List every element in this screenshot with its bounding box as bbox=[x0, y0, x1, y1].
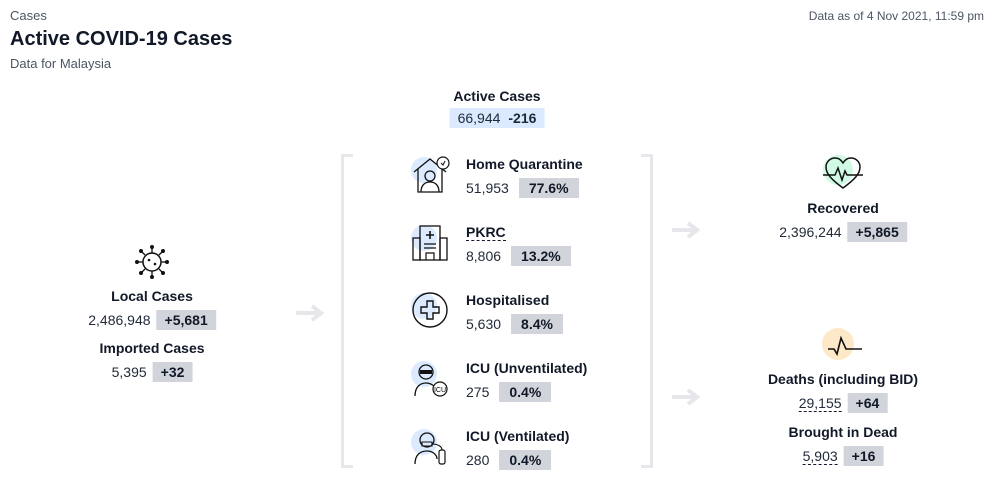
arrow-right-icon bbox=[672, 221, 700, 239]
page-title: Active COVID-19 Cases bbox=[10, 28, 233, 50]
data-timestamp: Data as of 4 Nov 2021, 11:59 pm bbox=[808, 9, 984, 23]
page-subtitle: Data for Malaysia bbox=[10, 56, 112, 71]
home-quarantine-label: Home Quarantine bbox=[466, 156, 583, 172]
icu-unventilated-label: ICU (Unventilated) bbox=[466, 360, 588, 376]
hospital-building-icon bbox=[411, 225, 448, 261]
status-row-home-quarantine: Home Quarantine 51,953 77.6% bbox=[410, 154, 630, 214]
home-quarantine-count: 51,953 bbox=[466, 180, 509, 196]
icu-patient-icon: ICU bbox=[411, 361, 448, 397]
imported-cases-change: +32 bbox=[152, 362, 193, 382]
home-quarantine-value: 51,953 77.6% bbox=[466, 178, 579, 198]
local-cases-value: 2,486,948 +5,681 bbox=[88, 310, 216, 330]
ventilated-patient-icon bbox=[411, 429, 446, 465]
imported-cases-count: 5,395 bbox=[111, 364, 147, 380]
local-cases-label: Local Cases bbox=[111, 288, 193, 304]
deaths-label: Deaths (including BID) bbox=[767, 371, 919, 387]
local-cases-change: +5,681 bbox=[156, 310, 216, 330]
imported-cases-value: 5,395 +32 bbox=[112, 362, 193, 382]
active-cases-value: 66,944 -216 bbox=[449, 108, 545, 128]
icu-unventilated-value: 275 0.4% bbox=[466, 382, 552, 402]
bracket-left bbox=[341, 154, 353, 468]
bid-label: Brought in Dead bbox=[788, 424, 898, 440]
icu-ventilated-value: 280 0.4% bbox=[466, 450, 552, 470]
icu-ventilated-label: ICU (Ventilated) bbox=[466, 428, 570, 444]
deaths-value: 29,155 +64 bbox=[798, 393, 888, 413]
recovered-count: 2,396,244 bbox=[779, 224, 842, 240]
heart-pulse-icon bbox=[823, 155, 863, 189]
hospitalised-percent: 8.4% bbox=[511, 314, 563, 334]
arrow-right-icon bbox=[672, 388, 700, 406]
recovered-value: 2,396,244 +5,865 bbox=[779, 222, 907, 242]
arrow-right-icon bbox=[296, 304, 324, 322]
status-row-icu-ventilated: ICU (Ventilated) 280 0.4% bbox=[410, 426, 630, 486]
active-cases-count: 66,944 bbox=[457, 110, 501, 126]
imported-cases-label: Imported Cases bbox=[99, 340, 205, 356]
recovered-label: Recovered bbox=[807, 200, 879, 216]
home-quarantine-percent: 77.6% bbox=[518, 178, 579, 198]
status-row-hospitalised: Hospitalised 5,630 8.4% bbox=[410, 290, 630, 350]
pkrc-label[interactable]: PKRC bbox=[466, 224, 506, 241]
svg-text:ICU: ICU bbox=[434, 387, 446, 394]
medical-cross-icon bbox=[411, 292, 448, 328]
bid-change: +16 bbox=[843, 446, 884, 466]
hospitalised-count: 5,630 bbox=[466, 316, 502, 332]
bracket-right bbox=[641, 154, 653, 468]
hospitalised-label: Hospitalised bbox=[466, 292, 550, 308]
pulse-line-icon bbox=[822, 328, 862, 360]
pkrc-count: 8,806 bbox=[466, 248, 502, 264]
pkrc-percent: 13.2% bbox=[511, 246, 571, 266]
deaths-count[interactable]: 29,155 bbox=[798, 394, 842, 412]
bid-value: 5,903 +16 bbox=[802, 446, 884, 466]
bid-count[interactable]: 5,903 bbox=[802, 447, 838, 465]
hospitalised-value: 5,630 8.4% bbox=[466, 314, 563, 334]
icu-unventilated-percent: 0.4% bbox=[499, 382, 552, 402]
section-label: Cases bbox=[10, 8, 47, 23]
home-quarantine-icon bbox=[411, 156, 450, 193]
active-cases-change: -216 bbox=[508, 110, 537, 126]
local-cases-count: 2,486,948 bbox=[88, 312, 151, 328]
pkrc-value: 8,806 13.2% bbox=[466, 246, 571, 266]
recovered-change: +5,865 bbox=[847, 222, 907, 242]
icu-ventilated-count: 280 bbox=[466, 452, 490, 468]
deaths-change: +64 bbox=[847, 393, 888, 413]
status-row-pkrc: PKRC 8,806 13.2% bbox=[410, 222, 630, 282]
icu-unventilated-count: 275 bbox=[466, 384, 490, 400]
icu-ventilated-percent: 0.4% bbox=[499, 450, 552, 470]
status-row-icu-unventilated: ICU ICU (Unventilated) 275 0.4% bbox=[410, 358, 630, 418]
virus-icon bbox=[135, 245, 169, 279]
active-cases-label: Active Cases bbox=[453, 88, 541, 104]
